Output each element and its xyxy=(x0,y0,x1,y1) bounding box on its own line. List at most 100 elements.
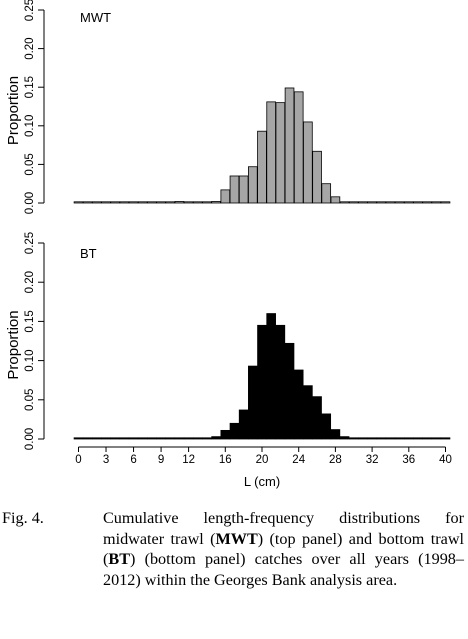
y-tick-label: 0.10 xyxy=(24,349,36,371)
y-tick-label: 0.20 xyxy=(24,271,36,293)
figure: 0.00 0.05 0.10 0.15 0.20 0.25 Proportion MWT 0.… xyxy=(5,0,452,489)
bar-12 xyxy=(183,201,194,204)
bar-25 xyxy=(303,121,313,204)
bar-9 xyxy=(156,437,166,440)
bar-21 xyxy=(266,313,276,440)
bar-2 xyxy=(92,201,102,204)
bar-23 xyxy=(284,87,295,204)
bar-22 xyxy=(275,102,286,204)
bar-26 xyxy=(312,150,322,204)
bar-17 xyxy=(229,422,240,440)
bar-34 xyxy=(385,437,396,440)
bar-10 xyxy=(165,201,176,204)
bar-13 xyxy=(192,437,203,440)
bar-37 xyxy=(413,201,423,204)
bar-14 xyxy=(202,437,212,440)
bar-16 xyxy=(220,429,231,440)
bar-28 xyxy=(330,429,341,440)
y-tick-label: 0.25 xyxy=(24,0,36,21)
bar-0 xyxy=(73,201,84,204)
x-tick-label: 20 xyxy=(256,454,269,466)
caption-text: Cumulative length-frequency distribution… xyxy=(103,508,464,590)
y-tick-label: 0.20 xyxy=(24,37,36,59)
bar-11 xyxy=(174,201,185,204)
bar-19 xyxy=(248,365,258,440)
x-tick-label: 0 xyxy=(75,454,81,466)
y-axis-title: Proportion xyxy=(5,76,22,145)
bar-39 xyxy=(431,437,442,440)
x-tick-label: 24 xyxy=(292,454,305,466)
bar-29 xyxy=(339,201,350,204)
bar-35 xyxy=(394,437,405,440)
bar-32 xyxy=(367,437,377,440)
bar-26 xyxy=(312,396,322,440)
figure-caption: Fig. 4. Cumulative length-frequency dist… xyxy=(2,508,464,590)
caption-bt: BT xyxy=(108,550,130,568)
caption-text-1: Cumulative length-frequency distribution… xyxy=(103,509,464,548)
bar-0 xyxy=(73,437,84,440)
bar-40 xyxy=(440,201,451,204)
bar-11 xyxy=(174,437,185,440)
bar-8 xyxy=(147,437,157,440)
bar-15 xyxy=(211,436,221,440)
bar-33 xyxy=(376,437,387,440)
x-tick-label: 3 xyxy=(103,454,109,466)
bar-14 xyxy=(202,201,212,204)
y-tick-label: 0.10 xyxy=(24,115,36,137)
bar-24 xyxy=(293,369,304,440)
bar-32 xyxy=(367,201,377,204)
bar-3 xyxy=(101,201,111,204)
y-tick-label: 0.25 xyxy=(24,232,36,254)
panel-label: MWT xyxy=(80,10,111,25)
bar-1 xyxy=(82,201,93,204)
x-tick-label: 16 xyxy=(219,454,232,466)
bar-33 xyxy=(376,201,387,204)
bar-5 xyxy=(119,437,130,440)
bar-20 xyxy=(257,130,267,204)
bar-30 xyxy=(348,437,359,440)
bar-5 xyxy=(119,201,130,204)
bar-31 xyxy=(358,201,368,204)
bar-20 xyxy=(257,324,267,440)
mwt-panel: 0.00 0.05 0.10 0.15 0.20 0.25 Proportion MWT xyxy=(5,0,451,214)
bar-8 xyxy=(147,201,157,204)
x-tick-label: 28 xyxy=(329,454,342,466)
bar-9 xyxy=(156,201,166,204)
bar-10 xyxy=(165,437,176,440)
y-tick-label: 0.05 xyxy=(24,389,36,411)
bar-38 xyxy=(422,201,432,204)
bar-7 xyxy=(137,201,148,204)
bar-22 xyxy=(275,324,286,440)
x-tick-label: 32 xyxy=(366,454,379,466)
bar-3 xyxy=(101,437,111,440)
bar-40 xyxy=(440,437,451,440)
y-tick-label: 0.00 xyxy=(24,192,36,214)
x-tick-label: 40 xyxy=(439,454,452,466)
caption-label: Fig. 4. xyxy=(2,509,44,527)
x-tick-label: 36 xyxy=(402,454,415,466)
y-axis-title: Proportion xyxy=(5,310,22,379)
bar-30 xyxy=(348,201,359,204)
bar-24 xyxy=(293,91,304,204)
bar-4 xyxy=(110,437,121,440)
caption-text-3: ) (bottom panel) catches over all years … xyxy=(103,550,464,589)
y-tick-label: 0.05 xyxy=(24,153,36,175)
x-tick-label: 9 xyxy=(158,454,164,466)
y-tick-label: 0.00 xyxy=(24,428,36,450)
bar-38 xyxy=(422,437,432,440)
y-tick-label: 0.15 xyxy=(24,310,36,332)
bar-12 xyxy=(183,437,194,440)
bar-19 xyxy=(248,166,258,204)
x-tick-label: 6 xyxy=(130,454,136,466)
bar-13 xyxy=(192,201,203,204)
bar-36 xyxy=(403,437,414,440)
x-axis-title: L (cm) xyxy=(244,474,280,489)
bar-2 xyxy=(92,437,102,440)
bar-23 xyxy=(284,342,295,440)
bar-16 xyxy=(220,189,231,204)
bar-34 xyxy=(385,201,396,204)
bar-15 xyxy=(211,201,221,204)
bar-18 xyxy=(238,409,249,440)
bar-35 xyxy=(394,201,405,204)
